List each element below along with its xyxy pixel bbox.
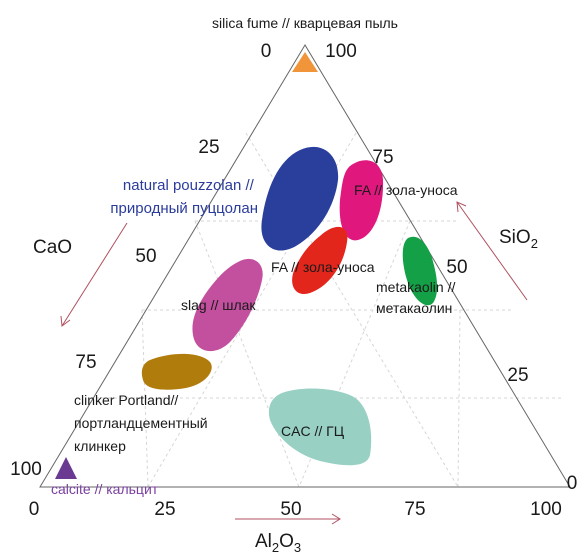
sio2-tick-75: 75 — [372, 147, 393, 168]
slag-label: slag // шлак — [181, 297, 256, 313]
al2o3-tick-75: 75 — [404, 499, 425, 520]
portland-clinker-label: clinker Portland// портландцементный кли… — [74, 392, 212, 454]
region-fly-ash-siliceous — [339, 160, 384, 241]
al2o3-direction-arrow — [235, 513, 341, 525]
al2o3-label-base: Al — [255, 531, 272, 552]
cao-direction-arrow — [60, 222, 128, 327]
fly-ash-siliceous-label: FA // зола-уноса — [354, 182, 458, 198]
natural-pozzolan-label-line2: природный пуццолан — [110, 200, 258, 217]
portland-clinker-label-line1: clinker Portland// — [74, 392, 178, 408]
sio2-label-subscript: 2 — [531, 236, 538, 251]
portland-clinker-label-line3: клинкер — [74, 438, 126, 454]
top-zero-tick: 0 — [261, 41, 272, 62]
al2o3-label-sub1: 2 — [272, 540, 279, 553]
region-portland-clinker — [141, 353, 212, 390]
portland-clinker-label-line2: портландцементный — [74, 415, 208, 431]
al2o3-label-sub2: 3 — [294, 540, 301, 553]
cac-label: CAC // ГЦ — [281, 423, 345, 439]
sio2-label-base: SiO — [499, 227, 531, 248]
cao-axis-label: CaO — [33, 237, 72, 258]
metakaolin-label: metakaolin // метакаолин — [376, 279, 459, 316]
region-natural-pozzolan — [261, 146, 339, 251]
cao-tick-50: 50 — [135, 246, 156, 267]
metakaolin-label-line2: метакаолин — [376, 300, 452, 316]
al2o3-label-mid: O — [279, 531, 294, 552]
region-metakaolin — [402, 236, 438, 306]
region-slag — [192, 258, 263, 352]
cao-tick-25: 25 — [198, 137, 219, 158]
silica-fume-label: silica fume // кварцевая пыль — [212, 15, 398, 31]
top-hundred-tick: 100 — [325, 41, 357, 62]
bottom-right-hundred-tick: 100 — [530, 499, 562, 520]
natural-pozzolan-label-line1: natural pouzzolan // — [123, 177, 255, 194]
al2o3-tick-50: 50 — [280, 499, 301, 520]
silica-fume-marker — [292, 52, 318, 72]
region-fly-ash-calcareous — [292, 226, 348, 294]
sio2-direction-arrow — [456, 201, 528, 301]
natural-pozzolan-label: natural pouzzolan // природный пуццолан — [110, 177, 258, 217]
bottom-right-zero-tick: 0 — [567, 473, 578, 494]
sio2-tick-25: 25 — [507, 365, 528, 386]
calcite-label: calcite // кальцит — [51, 481, 159, 497]
al2o3-tick-25: 25 — [154, 499, 175, 520]
sio2-axis-label: SiO2 — [499, 227, 538, 251]
sio2-tick-50: 50 — [446, 257, 467, 278]
region-cac — [268, 388, 372, 466]
triangle-frame — [39, 44, 571, 488]
metakaolin-label-line1: metakaolin // — [376, 279, 455, 295]
cao-tick-75: 75 — [75, 352, 96, 373]
bottom-left-hundred-tick: 100 — [10, 459, 42, 480]
al2o3-axis-label: Al2O3 — [255, 531, 301, 553]
calcite-marker — [55, 457, 77, 479]
fly-ash-calcareous-label: FA // зола-уноса — [271, 259, 375, 275]
bottom-left-zero-tick: 0 — [29, 499, 40, 520]
